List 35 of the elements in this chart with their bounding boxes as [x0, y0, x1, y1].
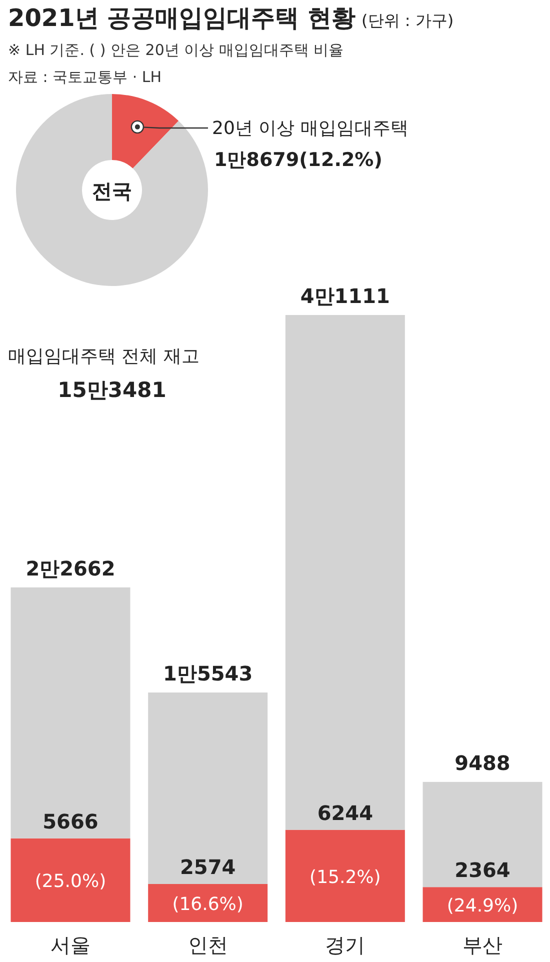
bar	[285, 830, 405, 922]
text: 전국	[92, 179, 132, 203]
bar	[148, 692, 268, 884]
total-label: 2만2662	[26, 556, 116, 580]
annotation: (24.9%)	[446, 896, 518, 917]
annotation: (15.2%)	[310, 866, 381, 888]
total-label: 4만1111	[300, 284, 390, 308]
chart-title: 2021년 공공매입임대주택 현황	[8, 4, 356, 32]
total-label: 9488	[454, 750, 510, 775]
data-label: 5666	[42, 809, 98, 834]
x-tick-label: 인천	[188, 933, 228, 957]
annotation: (16.6%)	[172, 894, 244, 915]
data-label: 6244	[317, 800, 374, 825]
bar	[285, 315, 405, 830]
x-tick-label: 경기	[325, 933, 366, 957]
annotation: (25.0%)	[34, 871, 106, 892]
data-label: 2574	[180, 854, 236, 879]
chart-subtitle: (단위 : 가구)	[362, 11, 454, 30]
text: 자료 : 국토교통부 · LH	[8, 68, 162, 86]
bar	[422, 782, 542, 888]
bar	[422, 887, 542, 922]
annotation: 15만3481	[58, 378, 166, 402]
bar	[148, 884, 268, 922]
x-tick-label: 서울	[50, 933, 90, 957]
text: ※ LH 기준. ( ) 안은 20년 이상 매입임대주택 비율	[8, 41, 344, 59]
bar	[10, 838, 130, 922]
donut-slice	[112, 94, 179, 168]
total-label: 1만5543	[163, 662, 253, 686]
x-tick-label: 부산	[462, 933, 503, 957]
data-label: 1만8679(12.2%)	[214, 149, 382, 171]
bar	[10, 587, 130, 838]
donut-slice	[16, 94, 208, 286]
annotation: 매입임대주택 전체 재고	[8, 346, 200, 367]
data-label: 2364	[454, 858, 510, 882]
slice-label: 20년 이상 매입임대주택	[212, 118, 408, 139]
